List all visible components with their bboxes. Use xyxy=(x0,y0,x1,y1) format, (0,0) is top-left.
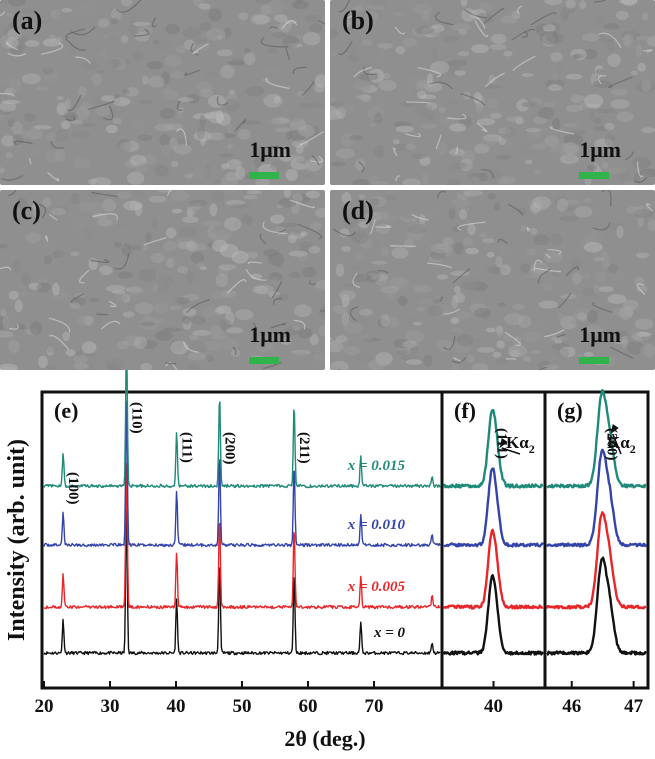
x-tick-label: 47 xyxy=(624,696,644,717)
sem-texture xyxy=(330,0,655,185)
scale-bar-label: 1μm xyxy=(579,137,621,162)
peak-label: (111) xyxy=(179,432,195,463)
x-tick-label: 70 xyxy=(365,696,384,717)
x-tick-label: 50 xyxy=(233,696,252,717)
panel-label: (e) xyxy=(54,398,78,423)
panel-label: (c) xyxy=(12,196,41,225)
xrd-chart: 20 30 40 50 60 70 40 46 47 (e) x = 0 x = 0.005 x = … xyxy=(4,370,650,751)
series-line xyxy=(545,448,648,548)
xrd-frame: 20 30 40 50 60 70 40 46 47 xyxy=(35,390,650,717)
x-tick-label: 46 xyxy=(562,696,581,717)
kalpha-label: Kα2 xyxy=(506,433,535,456)
series-line xyxy=(442,409,544,489)
y-axis-label: Intensity (arb. unit) xyxy=(4,439,30,641)
sem-texture xyxy=(0,0,325,185)
series-line xyxy=(442,528,544,610)
peak-label: (211) xyxy=(296,432,312,464)
series-line xyxy=(442,574,544,656)
x-tick-label: 30 xyxy=(101,696,120,717)
sem-panel-d: (d) 1μm xyxy=(330,190,655,370)
peak-label: (100) xyxy=(65,472,81,505)
sem-texture xyxy=(0,190,325,370)
series-line xyxy=(43,462,441,610)
scale-bar-label: 1μm xyxy=(249,137,291,162)
scale-bar-label: 1μm xyxy=(579,322,621,347)
peak-label: (200) xyxy=(603,428,619,461)
series-label: x = 0.015 xyxy=(347,458,406,474)
kalpha-arrow xyxy=(611,433,622,455)
x-tick-label: 40 xyxy=(167,696,186,717)
x-tick-label: 60 xyxy=(299,696,318,717)
series-label: x = 0.005 xyxy=(347,579,406,595)
sem-panel-c: (c) 1μm xyxy=(0,190,325,370)
panel-label: (d) xyxy=(342,196,374,225)
sem-panel-a: (a) 1μm xyxy=(0,0,325,185)
plot-border xyxy=(40,390,650,690)
xrd-traces xyxy=(43,370,648,656)
x-tick-label: 40 xyxy=(484,696,503,717)
x-axis-label: 2θ (deg.) xyxy=(284,726,365,751)
sem-texture xyxy=(330,190,655,370)
arrow-head xyxy=(499,438,508,448)
scale-bar xyxy=(579,357,609,364)
panel-label: (g) xyxy=(557,398,583,423)
scale-bar xyxy=(249,172,279,179)
peak-label: (110) xyxy=(129,402,145,434)
series-line xyxy=(43,508,441,656)
series-line xyxy=(43,401,441,548)
series-line xyxy=(443,467,545,548)
scale-bar-label: 1μm xyxy=(249,322,291,347)
panel-label: (b) xyxy=(342,6,374,35)
series-line xyxy=(43,370,441,489)
panel-label: (f) xyxy=(454,398,476,423)
series-line xyxy=(545,511,647,610)
peak-label: (200) xyxy=(222,432,238,465)
x-tick-label: 20 xyxy=(35,696,54,717)
series-line xyxy=(546,556,647,656)
panel-label: (a) xyxy=(12,6,43,35)
arrow-head xyxy=(610,424,619,434)
scale-bar xyxy=(579,172,609,179)
kalpha-arrow xyxy=(501,447,521,455)
sem-panel-b: (b) 1μm xyxy=(330,0,655,185)
series-line xyxy=(546,389,647,489)
series-label: x = 0 xyxy=(373,625,406,641)
series-label: x = 0.010 xyxy=(347,517,406,533)
scale-bar xyxy=(249,357,279,364)
xrd-annotations: (e) x = 0 x = 0.005 x = 0.010 x = 0.015 (100)… xyxy=(54,398,636,641)
